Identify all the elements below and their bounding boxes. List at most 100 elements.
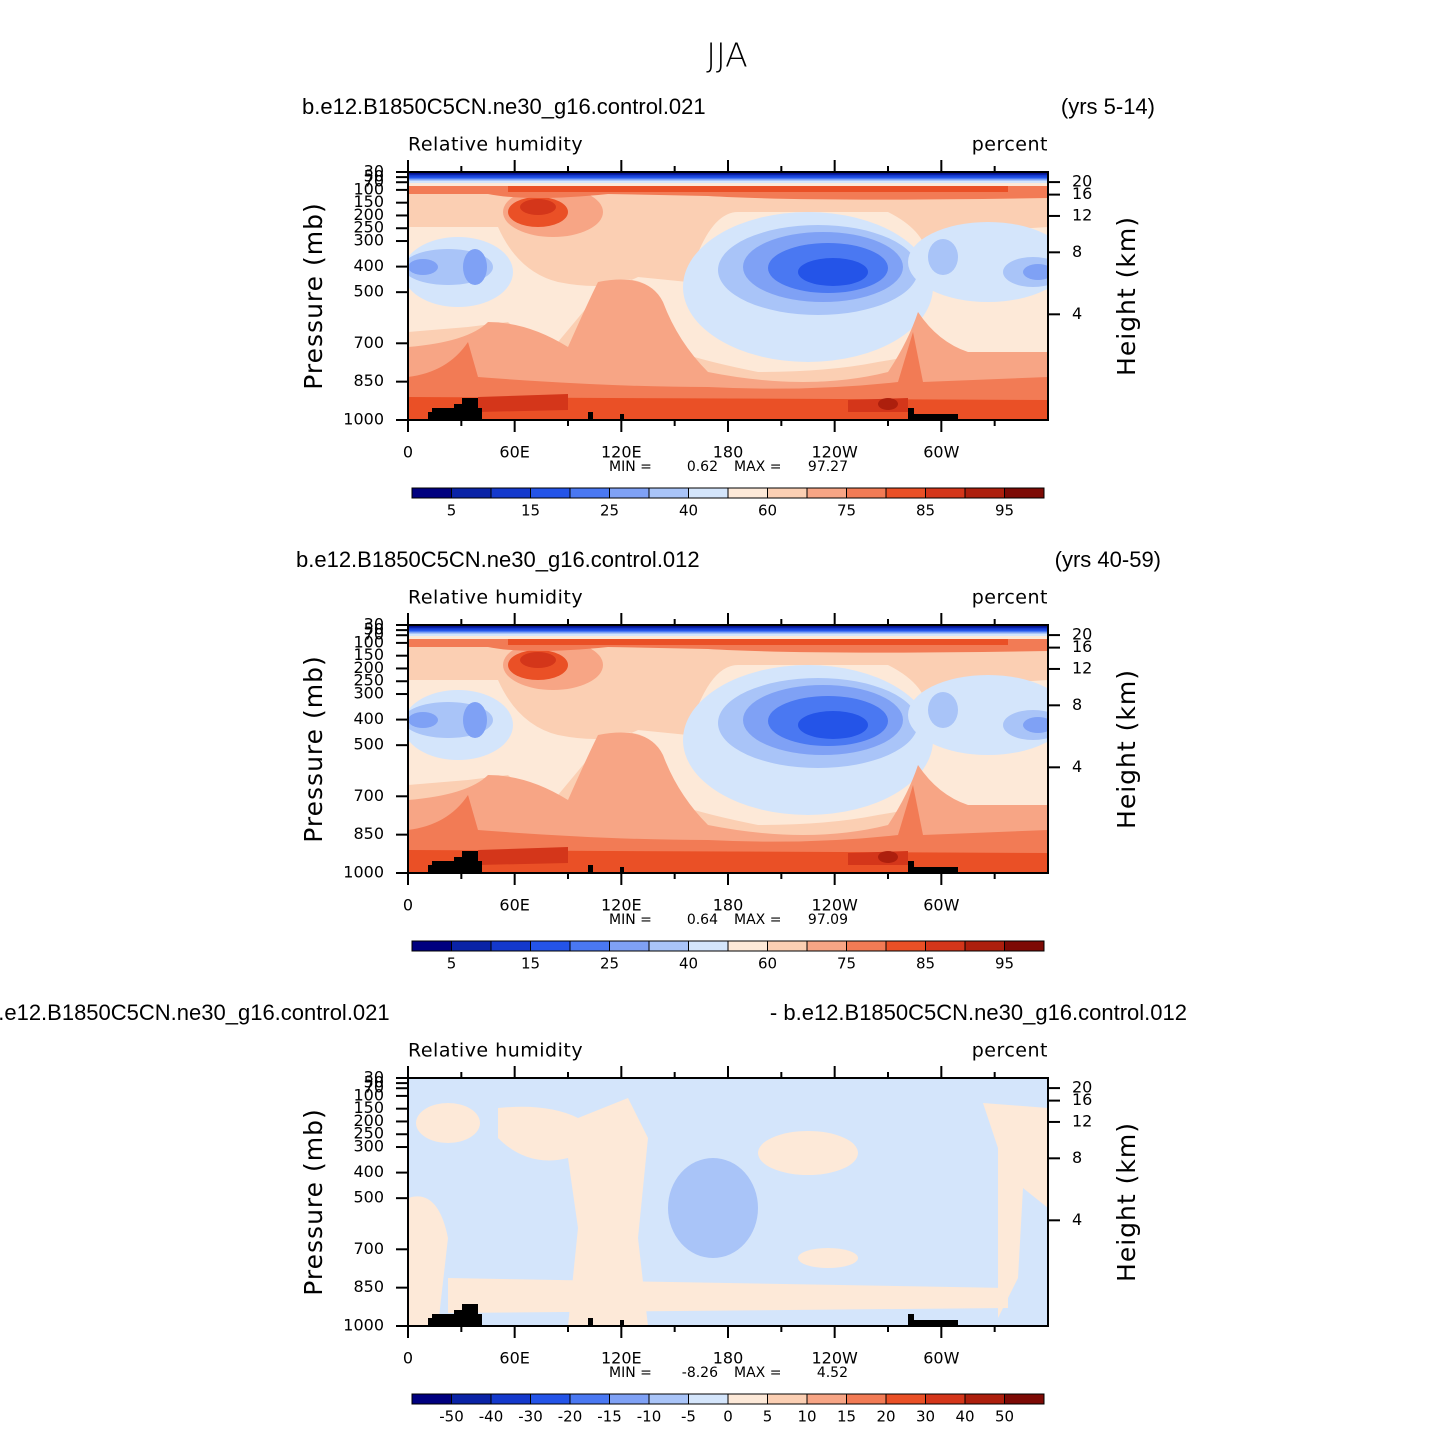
colorbar-box	[569, 940, 610, 952]
y2-tick-label: 12	[1072, 1111, 1092, 1130]
y2-tick-label: 8	[1072, 242, 1082, 261]
x-tick-label: 60E	[499, 1349, 529, 1368]
colorbar-label: 85	[916, 502, 935, 520]
y-tick-label: 1000	[343, 863, 384, 882]
colorbar-box	[1004, 940, 1045, 952]
colorbar-label: 5	[447, 955, 457, 973]
colorbar-label: 10	[797, 1408, 816, 1426]
y-tick-label: 250	[353, 218, 384, 237]
x-tick-label: 60W	[923, 1349, 959, 1368]
case-right: (yrs 40-59)	[1055, 547, 1161, 572]
contour-fill	[498, 1098, 648, 1326]
contour-fill	[798, 711, 868, 739]
colorbar-label: 0	[723, 1408, 733, 1426]
contour-fill	[478, 847, 568, 865]
y-tick-label: 200	[353, 658, 384, 677]
topography	[478, 861, 482, 873]
units: percent	[972, 587, 1048, 609]
y2-tick-label: 4	[1072, 1210, 1082, 1229]
y2-axis-label: Height (km)	[1112, 1122, 1141, 1282]
colorbar-label: 25	[600, 955, 619, 973]
x-tick-label: 120E	[601, 1349, 642, 1368]
y-tick-label: 50	[364, 167, 384, 186]
colorbar-box	[925, 487, 966, 499]
min-label: MIN =	[609, 912, 652, 928]
colorbar-box	[885, 487, 926, 499]
colorbar-label: 50	[995, 1408, 1014, 1426]
topography	[462, 851, 478, 873]
y-tick-label: 700	[353, 1239, 384, 1258]
y-tick-label: 300	[353, 231, 384, 250]
y-tick-label: 30	[364, 162, 384, 181]
max-label: MAX =	[734, 912, 781, 928]
colorbar-label: -20	[558, 1408, 583, 1426]
colorbar-box	[767, 940, 808, 952]
contour-fill	[408, 181, 1048, 183]
colorbar-box	[806, 940, 847, 952]
y2-tick-label: 12	[1072, 205, 1092, 224]
y-tick-label: 200	[353, 1111, 384, 1130]
contour-fill	[848, 851, 908, 865]
y-tick-label: 500	[353, 1188, 384, 1207]
x-tick-label: 60E	[499, 443, 529, 462]
topography	[620, 867, 624, 873]
topography	[462, 1304, 478, 1326]
colorbar-label: -50	[439, 1408, 464, 1426]
colorbar-label: 5	[447, 502, 457, 520]
y-tick-label: 850	[353, 824, 384, 843]
contour-fill	[520, 199, 556, 215]
variable-name: Relative humidity	[408, 134, 583, 156]
contour-fill	[416, 1103, 480, 1143]
contour-fill	[983, 1103, 1048, 1318]
topography	[908, 408, 914, 420]
topography	[478, 1314, 482, 1326]
topography	[454, 404, 464, 420]
colorbar-box	[688, 1393, 729, 1405]
y-tick-label: 30	[364, 615, 384, 634]
topography	[588, 1318, 593, 1326]
y-tick-label: 200	[353, 205, 384, 224]
colorbar-box	[1004, 487, 1045, 499]
topography	[588, 412, 593, 420]
x-tick-label: 180	[713, 1349, 744, 1368]
max-label: MAX =	[734, 1365, 781, 1381]
units: percent	[972, 134, 1048, 156]
y-tick-label: 250	[353, 671, 384, 690]
colorbar-box	[451, 1393, 492, 1405]
colorbar-box	[806, 487, 847, 499]
variable-name: Relative humidity	[408, 587, 583, 609]
colorbar-label: -5	[681, 1408, 696, 1426]
topography	[914, 414, 958, 420]
case-right: (yrs 5-14)	[1061, 94, 1155, 119]
colorbar-label: -15	[597, 1408, 622, 1426]
contour-fill	[508, 639, 1008, 645]
colorbar-box	[648, 940, 689, 952]
colorbar-label: 75	[837, 955, 856, 973]
contour-fill	[408, 259, 438, 275]
case-left: b.e12.B1850C5CN.ne30_g16.control.021	[302, 94, 706, 119]
y-axis-label: Pressure (mb)	[299, 202, 328, 389]
x-tick-label: 120E	[601, 443, 642, 462]
colorbar-box	[609, 940, 650, 952]
y-tick-label: 500	[353, 282, 384, 301]
y-tick-label: 30	[364, 1068, 384, 1087]
x-tick-label: 0	[403, 896, 413, 915]
contour-field	[408, 172, 1048, 420]
max-value: 97.09	[808, 912, 848, 928]
colorbar-box	[609, 1393, 650, 1405]
colorbar-box	[648, 487, 689, 499]
y-tick-label: 50	[364, 620, 384, 639]
contour-fill	[408, 636, 1048, 639]
case-left: b.e12.B1850C5CN.ne30_g16.control.021	[0, 1000, 390, 1025]
y2-tick-label: 20	[1072, 625, 1092, 644]
y2-tick-label: 4	[1072, 304, 1082, 323]
colorbar-box	[451, 487, 492, 499]
variable-name: Relative humidity	[408, 1040, 583, 1062]
contour-fill	[798, 1248, 858, 1268]
x-tick-label: 120W	[811, 896, 858, 915]
colorbar-label: 95	[995, 955, 1014, 973]
contour-fill	[508, 186, 1008, 192]
topography	[908, 861, 914, 873]
colorbar-box	[530, 940, 571, 952]
